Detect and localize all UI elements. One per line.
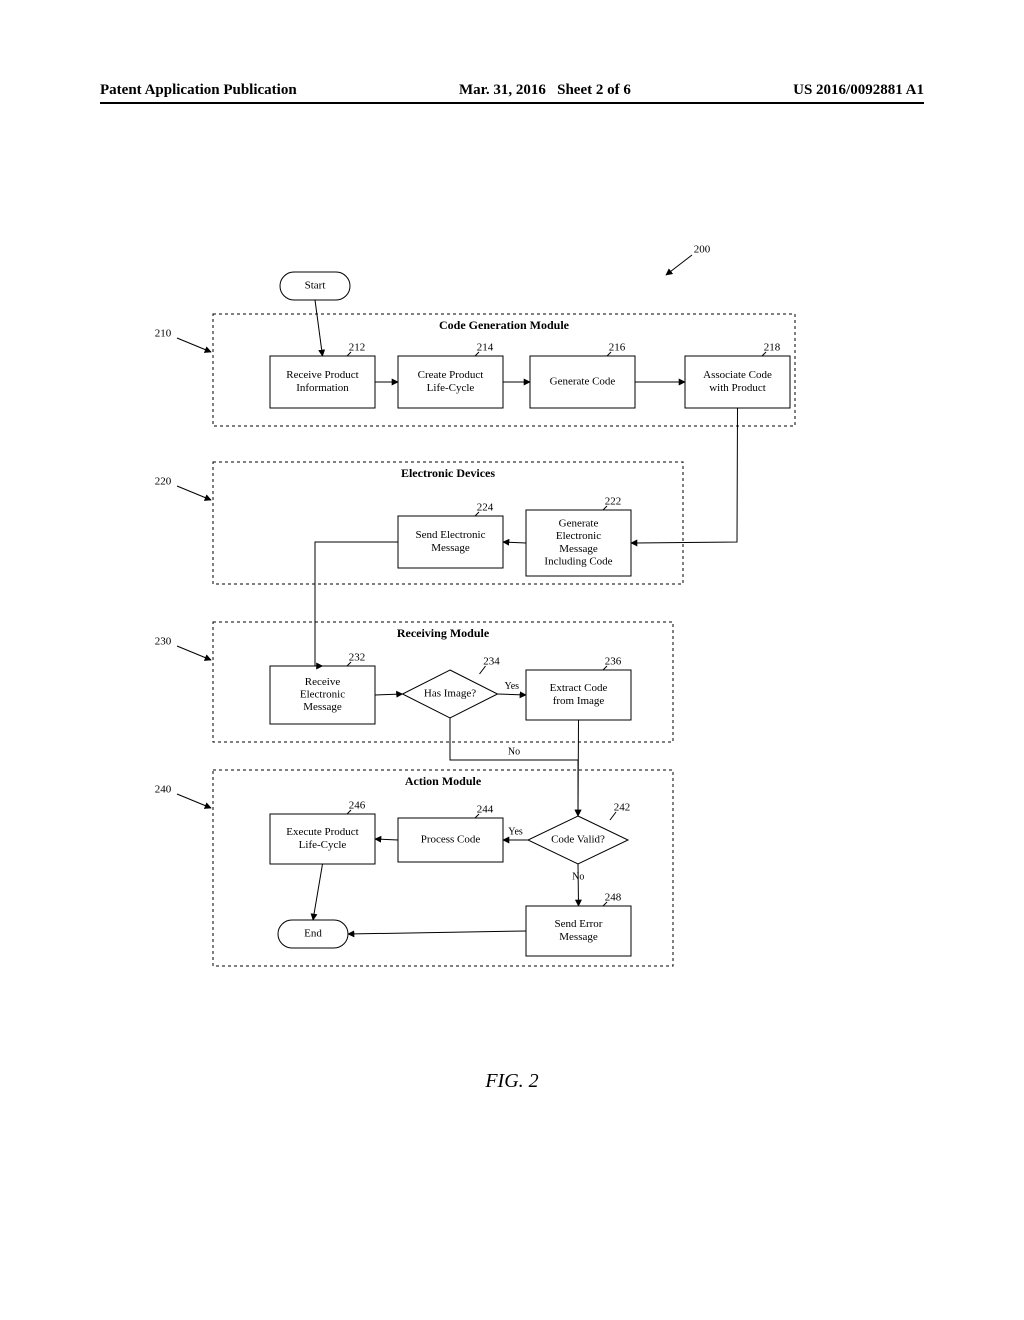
svg-text:244: 244 — [477, 804, 494, 816]
svg-text:Create Product: Create Product — [418, 369, 484, 381]
svg-text:End: End — [304, 928, 322, 940]
svg-text:Generate Code: Generate Code — [550, 376, 616, 388]
svg-text:240: 240 — [155, 784, 172, 796]
svg-text:Generate: Generate — [559, 518, 599, 530]
svg-text:Process Code: Process Code — [421, 834, 481, 846]
svg-text:Including Code: Including Code — [544, 556, 612, 568]
svg-text:Execute Product: Execute Product — [286, 826, 358, 838]
svg-text:Message: Message — [303, 701, 342, 713]
svg-text:Code Generation Module: Code Generation Module — [439, 318, 570, 332]
svg-text:Yes: Yes — [508, 826, 523, 837]
svg-text:Electronic: Electronic — [300, 689, 345, 701]
svg-text:218: 218 — [764, 342, 781, 354]
svg-text:Life-Cycle: Life-Cycle — [427, 382, 475, 394]
svg-text:200: 200 — [694, 244, 711, 256]
svg-text:236: 236 — [605, 656, 622, 668]
svg-text:224: 224 — [477, 502, 494, 514]
svg-text:Electronic Devices: Electronic Devices — [401, 466, 495, 480]
figure-caption: FIG. 2 — [0, 1070, 1024, 1093]
svg-text:Message: Message — [431, 542, 470, 554]
svg-text:Yes: Yes — [504, 681, 519, 692]
svg-text:242: 242 — [614, 802, 631, 814]
svg-text:Receiving Module: Receiving Module — [397, 626, 490, 640]
svg-text:222: 222 — [605, 496, 622, 508]
svg-text:Send Electronic: Send Electronic — [416, 529, 486, 541]
svg-text:No: No — [572, 871, 584, 882]
svg-text:248: 248 — [605, 892, 622, 904]
svg-text:Message: Message — [559, 543, 598, 555]
svg-text:Information: Information — [296, 382, 349, 394]
flowchart-diagram: Code Generation Module 210 Electronic Devi… — [0, 0, 1024, 1020]
svg-text:216: 216 — [609, 342, 626, 354]
page: Patent Application Publication Mar. 31, … — [0, 0, 1024, 1320]
svg-text:No: No — [508, 746, 520, 757]
svg-text:234: 234 — [483, 656, 500, 668]
svg-text:Action Module: Action Module — [405, 774, 482, 788]
svg-text:230: 230 — [155, 636, 172, 648]
svg-text:210: 210 — [155, 328, 172, 340]
svg-text:Send Error: Send Error — [555, 918, 603, 930]
svg-text:Extract Code: Extract Code — [550, 682, 608, 694]
svg-text:220: 220 — [155, 476, 172, 488]
svg-text:Receive Product: Receive Product — [286, 369, 358, 381]
svg-text:Life-Cycle: Life-Cycle — [299, 839, 347, 851]
svg-text:232: 232 — [349, 652, 366, 664]
svg-text:212: 212 — [349, 342, 366, 354]
svg-text:Associate Code: Associate Code — [703, 369, 772, 381]
svg-text:from Image: from Image — [553, 695, 605, 707]
svg-text:Start: Start — [305, 280, 326, 292]
svg-text:Electronic: Electronic — [556, 530, 601, 542]
svg-text:Message: Message — [559, 931, 598, 943]
svg-text:214: 214 — [477, 342, 494, 354]
svg-text:246: 246 — [349, 800, 366, 812]
svg-text:Code Valid?: Code Valid? — [551, 834, 605, 846]
svg-text:Has Image?: Has Image? — [424, 688, 476, 700]
svg-text:Receive: Receive — [305, 676, 341, 688]
svg-text:with Product: with Product — [709, 382, 766, 394]
